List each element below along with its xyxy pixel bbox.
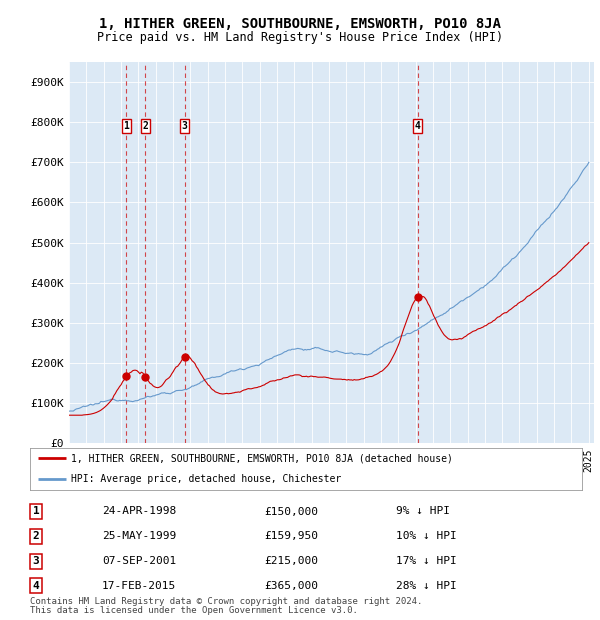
Text: Price paid vs. HM Land Registry's House Price Index (HPI): Price paid vs. HM Land Registry's House … xyxy=(97,31,503,44)
Text: 25-MAY-1999: 25-MAY-1999 xyxy=(102,531,176,541)
Text: 1, HITHER GREEN, SOUTHBOURNE, EMSWORTH, PO10 8JA: 1, HITHER GREEN, SOUTHBOURNE, EMSWORTH, … xyxy=(99,17,501,32)
Text: 17-FEB-2015: 17-FEB-2015 xyxy=(102,581,176,591)
Text: £215,000: £215,000 xyxy=(264,556,318,566)
Text: 1: 1 xyxy=(32,507,40,516)
Text: 3: 3 xyxy=(32,556,40,566)
Text: 17% ↓ HPI: 17% ↓ HPI xyxy=(396,556,457,566)
Text: 2: 2 xyxy=(142,122,148,131)
Text: £365,000: £365,000 xyxy=(264,581,318,591)
Text: 1: 1 xyxy=(124,122,129,131)
Text: 2: 2 xyxy=(32,531,40,541)
Text: 10% ↓ HPI: 10% ↓ HPI xyxy=(396,531,457,541)
Text: HPI: Average price, detached house, Chichester: HPI: Average price, detached house, Chic… xyxy=(71,474,341,484)
Text: This data is licensed under the Open Government Licence v3.0.: This data is licensed under the Open Gov… xyxy=(30,606,358,615)
Text: 4: 4 xyxy=(415,122,421,131)
Text: 28% ↓ HPI: 28% ↓ HPI xyxy=(396,581,457,591)
Text: Contains HM Land Registry data © Crown copyright and database right 2024.: Contains HM Land Registry data © Crown c… xyxy=(30,597,422,606)
Text: 1, HITHER GREEN, SOUTHBOURNE, EMSWORTH, PO10 8JA (detached house): 1, HITHER GREEN, SOUTHBOURNE, EMSWORTH, … xyxy=(71,453,453,463)
Text: £159,950: £159,950 xyxy=(264,531,318,541)
Text: £150,000: £150,000 xyxy=(264,507,318,516)
Text: 3: 3 xyxy=(182,122,188,131)
Text: 9% ↓ HPI: 9% ↓ HPI xyxy=(396,507,450,516)
Text: 4: 4 xyxy=(32,581,40,591)
Text: 07-SEP-2001: 07-SEP-2001 xyxy=(102,556,176,566)
Text: 24-APR-1998: 24-APR-1998 xyxy=(102,507,176,516)
